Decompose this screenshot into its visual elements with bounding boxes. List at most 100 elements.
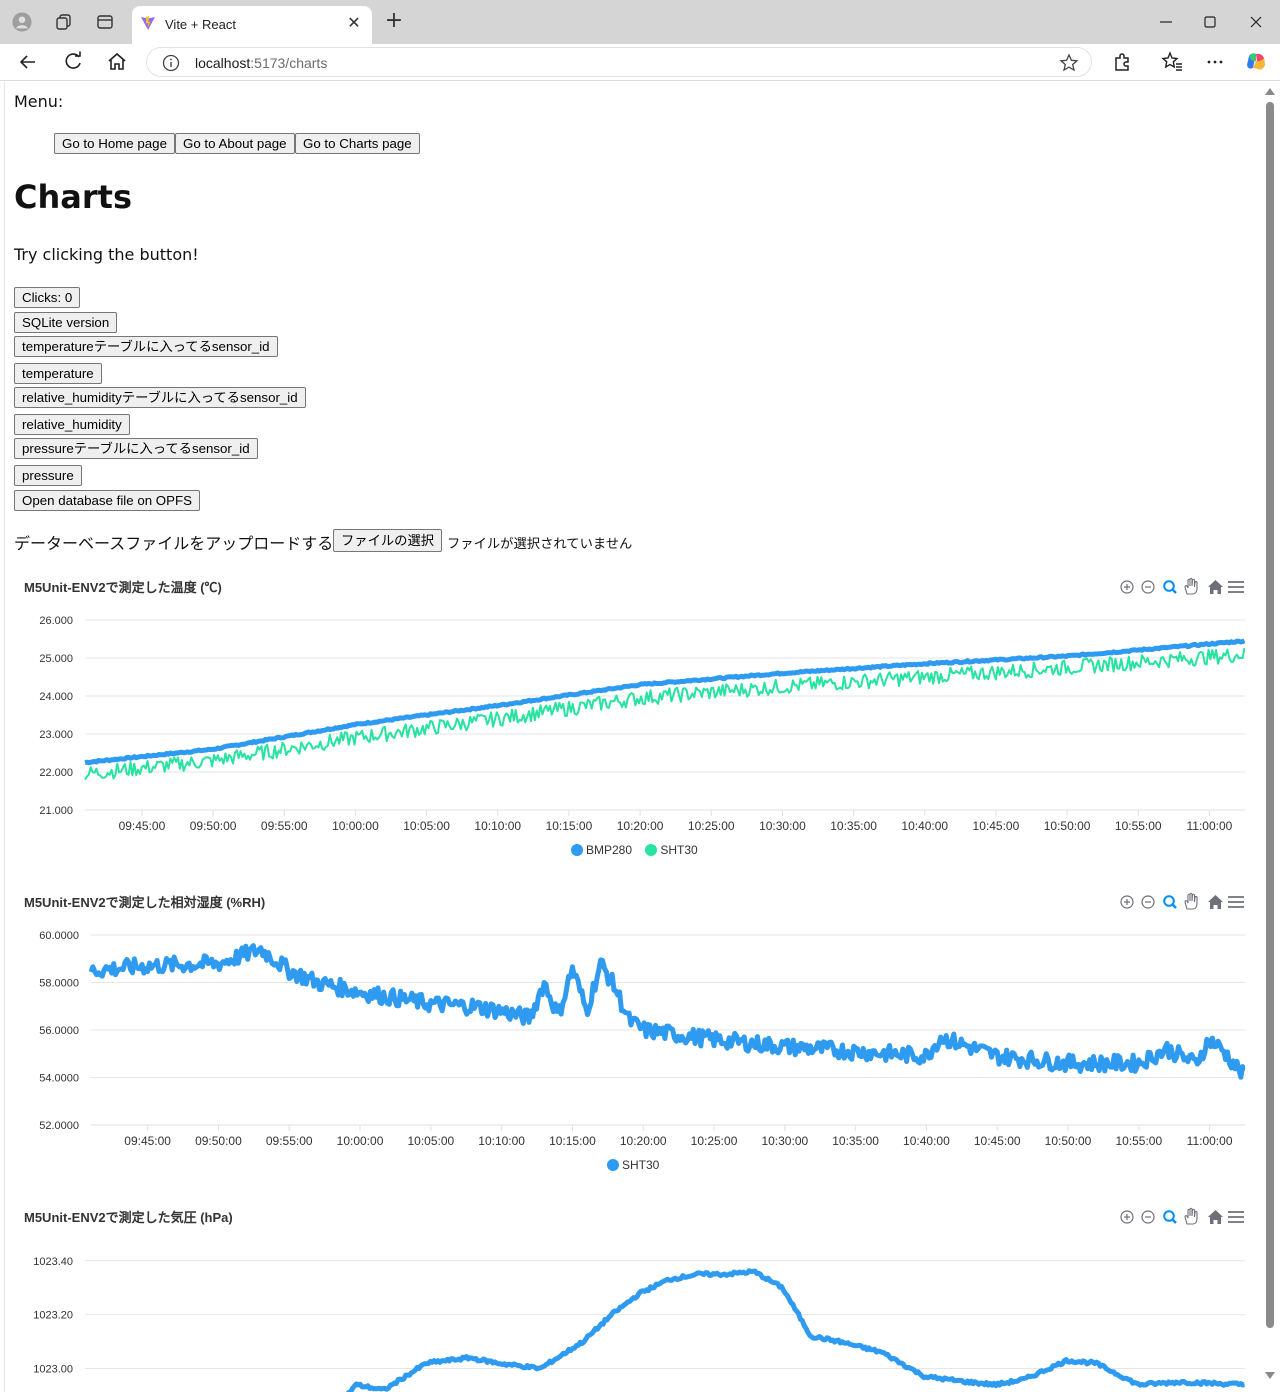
zoom-in-icon[interactable] — [1120, 895, 1134, 909]
x-tick-label: 10:45:00 — [974, 1134, 1021, 1148]
pan-hand-icon[interactable] — [1184, 577, 1198, 595]
selection-zoom-icon[interactable] — [1163, 1210, 1177, 1224]
legend-item-sht30[interactable]: SHT30 — [607, 1158, 659, 1172]
pressure-button[interactable]: pressure — [14, 465, 82, 486]
favorites-icon[interactable] — [1160, 50, 1184, 74]
x-tick-label: 09:50:00 — [195, 1134, 242, 1148]
x-tick-label: 10:40:00 — [903, 1134, 950, 1148]
legend-label: SHT30 — [660, 843, 698, 857]
chart-menu-icon[interactable] — [1228, 581, 1244, 593]
x-tick-label: 10:50:00 — [1045, 1134, 1092, 1148]
pan-hand-icon[interactable] — [1184, 892, 1198, 910]
y-tick-label: 60.0000 — [39, 930, 79, 942]
home-icon[interactable] — [105, 50, 129, 74]
clicks-button[interactable]: Clicks: 0 — [14, 287, 81, 308]
go-charts-button[interactable]: Go to Charts page — [295, 133, 420, 154]
workspaces-icon[interactable] — [54, 12, 74, 32]
back-icon[interactable] — [16, 50, 40, 74]
relative-humidity-button[interactable]: relative_humidity — [14, 414, 130, 435]
refresh-icon[interactable] — [61, 50, 85, 74]
extensions-icon[interactable] — [1110, 50, 1134, 74]
pressure-plot: 1023.00 1023.20 1023.40 — [33, 1207, 1245, 1392]
y-tick-label: 22.000 — [39, 767, 73, 779]
new-tab-icon[interactable]: + — [384, 8, 404, 33]
browser-titlebar: Vite + React ✕ + — [0, 0, 1280, 44]
series-line-sht30[interactable] — [84, 647, 1245, 781]
legend-item-sht30[interactable]: SHT30 — [645, 843, 698, 857]
scrollbar-thumb[interactable] — [1266, 102, 1274, 1328]
reset-home-icon[interactable] — [1208, 1210, 1223, 1224]
x-tick-label: 10:20:00 — [620, 1134, 667, 1148]
x-tick-label: 10:35:00 — [832, 1134, 879, 1148]
y-tick-label: 58.0000 — [39, 978, 79, 990]
file-select-button[interactable]: ファイルの選択 — [333, 529, 443, 552]
go-home-button[interactable]: Go to Home page — [54, 133, 175, 154]
chart-legend: BMP280 SHT30 — [571, 843, 708, 857]
chart-toolbar — [1120, 892, 1244, 910]
x-tick-label: 11:00:00 — [1187, 819, 1233, 833]
legend-item-bmp280[interactable]: BMP280 — [571, 843, 632, 857]
chart-menu-icon[interactable] — [1228, 1211, 1244, 1223]
pan-hand-icon[interactable] — [1184, 1207, 1198, 1225]
legend-label: BMP280 — [586, 843, 633, 857]
scroll-down-icon[interactable] — [1265, 1372, 1275, 1379]
scroll-up-icon[interactable] — [1265, 88, 1275, 95]
humidity-chart: M5Unit-ENV2で測定した相対湿度 (%RH) 52.0000 54.000… — [23, 882, 1245, 1182]
minimize-icon[interactable] — [1154, 10, 1178, 34]
temperature-sensor-id-button[interactable]: temperatureテーブルに入ってるsensor_id — [14, 336, 278, 357]
sqlite-version-button[interactable]: SQLite version — [14, 312, 118, 333]
zoom-in-icon[interactable] — [1120, 580, 1134, 594]
maximize-icon[interactable] — [1198, 10, 1222, 34]
chart-legend: SHT30 — [607, 1158, 669, 1172]
zoom-out-icon[interactable] — [1141, 580, 1155, 594]
zoom-in-icon[interactable] — [1120, 1210, 1134, 1224]
x-tick-label: 10:20:00 — [617, 819, 664, 833]
x-tick-label: 10:55:00 — [1115, 819, 1162, 833]
x-tick-label: 10:00:00 — [337, 1134, 384, 1148]
page-scrollbar[interactable] — [1261, 82, 1279, 1392]
x-tick-label: 09:55:00 — [261, 819, 308, 833]
pressure-sensor-id-button[interactable]: pressureテーブルに入ってるsensor_id — [14, 438, 258, 459]
close-window-icon[interactable] — [1244, 10, 1268, 34]
x-tick-label: 10:50:00 — [1044, 819, 1091, 833]
x-tick-label: 09:55:00 — [266, 1134, 313, 1148]
close-tab-icon[interactable]: ✕ — [347, 13, 361, 32]
x-tick-label: 10:35:00 — [830, 819, 877, 833]
more-menu-icon[interactable] — [1203, 50, 1227, 74]
favorite-star-icon[interactable] — [1059, 53, 1079, 73]
site-info-icon[interactable] — [162, 54, 180, 72]
selection-zoom-icon[interactable] — [1163, 580, 1177, 594]
y-tick-label: 23.000 — [39, 729, 73, 741]
tab-active[interactable]: Vite + React ✕ — [132, 6, 372, 44]
browser-toolbar: localhost:5173/charts — [0, 44, 1280, 80]
y-tick-label: 54.0000 — [39, 1073, 79, 1085]
x-tick-label: 10:10:00 — [474, 819, 521, 833]
address-bar[interactable]: localhost:5173/charts — [146, 47, 1092, 77]
x-tick-label: 09:50:00 — [190, 819, 237, 833]
copilot-icon[interactable] — [1244, 50, 1268, 74]
zoom-out-icon[interactable] — [1141, 895, 1155, 909]
humidity-sensor-id-button[interactable]: relative_humidityテーブルに入ってるsensor_id — [14, 387, 306, 408]
series-line-bmp280[interactable] — [84, 638, 1245, 766]
series-line-sht30[interactable] — [89, 943, 1245, 1080]
x-tick-label: 10:00:00 — [332, 819, 379, 833]
selection-zoom-icon[interactable] — [1163, 895, 1177, 909]
tab-title: Vite + React — [165, 17, 236, 32]
x-tick-label: 11:00:00 — [1187, 1134, 1233, 1148]
url-path: :5173/charts — [250, 55, 328, 71]
series-line-pressure[interactable] — [85, 1268, 1245, 1392]
reset-home-icon[interactable] — [1208, 895, 1223, 909]
go-about-button[interactable]: Go to About page — [175, 133, 295, 154]
chart-title: M5Unit-ENV2で測定した気圧 (hPa) — [24, 1210, 233, 1225]
legend-label: SHT30 — [622, 1158, 660, 1172]
reset-home-icon[interactable] — [1208, 580, 1223, 594]
tab-actions-icon[interactable] — [95, 12, 115, 32]
profile-icon[interactable] — [12, 12, 32, 32]
zoom-out-icon[interactable] — [1141, 1210, 1155, 1224]
humidity-plot: 52.0000 54.0000 56.0000 58.0000 60.0000 09:45… — [39, 892, 1245, 1148]
vite-logo-icon — [141, 16, 155, 30]
temperature-button[interactable]: temperature — [14, 363, 102, 384]
chart-menu-icon[interactable] — [1228, 896, 1244, 908]
open-opfs-button[interactable]: Open database file on OPFS — [14, 490, 201, 511]
y-tick-label: 1023.40 — [33, 1256, 73, 1268]
